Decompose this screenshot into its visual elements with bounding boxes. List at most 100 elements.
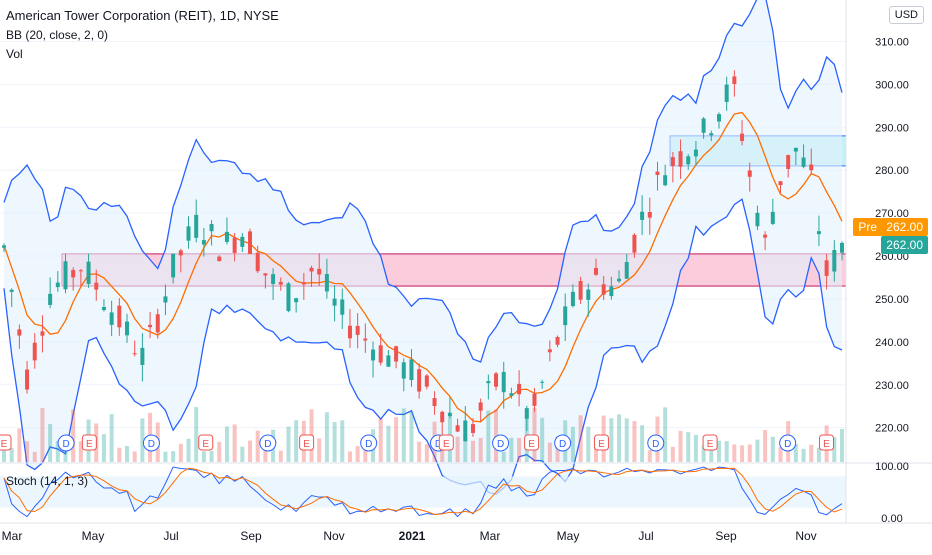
candle xyxy=(55,271,60,292)
candle-body xyxy=(140,347,145,365)
candle xyxy=(401,358,406,392)
candle-body xyxy=(593,267,598,275)
event-marker-E xyxy=(299,434,315,451)
candle-body xyxy=(693,149,698,157)
candle-body xyxy=(786,155,791,169)
volume-bar xyxy=(340,420,345,462)
bb-indicator-label[interactable]: BB (20, close, 2, 0) xyxy=(6,28,109,42)
candle xyxy=(132,340,137,357)
volume-bar xyxy=(378,417,383,462)
volume-bar xyxy=(586,426,591,462)
candle xyxy=(724,76,729,111)
candle-body xyxy=(232,237,237,253)
candle xyxy=(647,197,652,235)
candle-body xyxy=(555,336,560,345)
volume-bar xyxy=(816,447,821,462)
volume-bar xyxy=(716,440,721,462)
x-tick-label: Nov xyxy=(323,529,344,543)
candle-body xyxy=(186,226,191,241)
candle xyxy=(186,216,191,249)
candle-body xyxy=(601,284,606,295)
candle xyxy=(816,215,821,246)
candle xyxy=(494,371,499,391)
candle-body xyxy=(148,324,153,328)
event-marker-label: D xyxy=(365,439,372,450)
volume-bar xyxy=(201,451,206,462)
volume-bar xyxy=(324,412,329,462)
volume-bar xyxy=(132,451,137,462)
event-marker-label: D xyxy=(497,439,504,450)
volume-bar xyxy=(186,438,191,462)
candle xyxy=(670,151,675,183)
candle-body xyxy=(832,250,837,272)
volume-bar xyxy=(286,426,291,462)
candle xyxy=(455,418,460,433)
volume-bar xyxy=(809,444,814,462)
candle-body xyxy=(824,260,829,276)
candle xyxy=(278,277,283,291)
candle xyxy=(755,205,760,231)
candle xyxy=(355,313,360,349)
candle-body xyxy=(255,252,260,272)
stoch-tick-label: 0.00 xyxy=(881,513,902,525)
candle xyxy=(778,181,783,193)
last-price-tag: 262.00 xyxy=(881,236,928,254)
candle-body xyxy=(747,170,752,177)
candle xyxy=(732,70,737,97)
candle-body xyxy=(347,325,352,339)
volume-bar xyxy=(840,429,844,462)
candle xyxy=(363,323,368,353)
candle xyxy=(640,195,645,235)
volume-bar xyxy=(232,424,237,462)
candle-body xyxy=(517,383,522,395)
candle xyxy=(409,349,414,387)
candle xyxy=(317,253,322,287)
candle xyxy=(470,418,475,437)
candle-body xyxy=(263,273,268,276)
volume-bar xyxy=(163,451,168,462)
candle-body xyxy=(394,346,399,362)
candle xyxy=(194,199,199,243)
candle-body xyxy=(371,349,376,361)
event-marker-label: D xyxy=(148,439,155,450)
candle xyxy=(71,267,76,291)
candle xyxy=(763,231,768,251)
event-marker-label: E xyxy=(303,439,310,450)
candle xyxy=(109,300,114,337)
candle xyxy=(171,253,176,284)
candle xyxy=(263,273,268,289)
volume-bar xyxy=(740,445,745,462)
candle-body xyxy=(478,402,483,411)
volume-bar xyxy=(624,418,629,462)
stoch-indicator-label[interactable]: Stoch (14, 1, 3) xyxy=(6,474,89,488)
volume-bar xyxy=(263,447,268,462)
candle-body xyxy=(94,282,99,290)
volume-bar xyxy=(32,451,37,462)
volume-bar xyxy=(240,446,245,462)
candle xyxy=(655,161,660,191)
volume-bar xyxy=(778,447,783,462)
candle-body xyxy=(278,281,283,285)
candle xyxy=(555,335,560,348)
event-marker-E xyxy=(818,434,834,451)
candle-body xyxy=(324,273,329,292)
currency-button[interactable]: USD xyxy=(888,6,924,24)
y-tick-label: 290.00 xyxy=(875,122,909,134)
candle-body xyxy=(755,212,760,227)
x-tick-label: Jul xyxy=(163,529,178,543)
candle xyxy=(501,361,506,409)
volume-bar xyxy=(547,442,552,462)
event-marker-E xyxy=(524,434,540,451)
stoch-band xyxy=(0,476,846,508)
candle-body xyxy=(424,375,429,387)
candle xyxy=(686,154,691,170)
volume-bar xyxy=(317,438,322,462)
volume-bar xyxy=(255,430,260,462)
event-marker-label: E xyxy=(443,439,450,450)
candle-body xyxy=(501,371,506,393)
candle xyxy=(271,268,276,300)
candle xyxy=(347,309,352,348)
volume-indicator-label[interactable]: Vol xyxy=(6,47,23,61)
